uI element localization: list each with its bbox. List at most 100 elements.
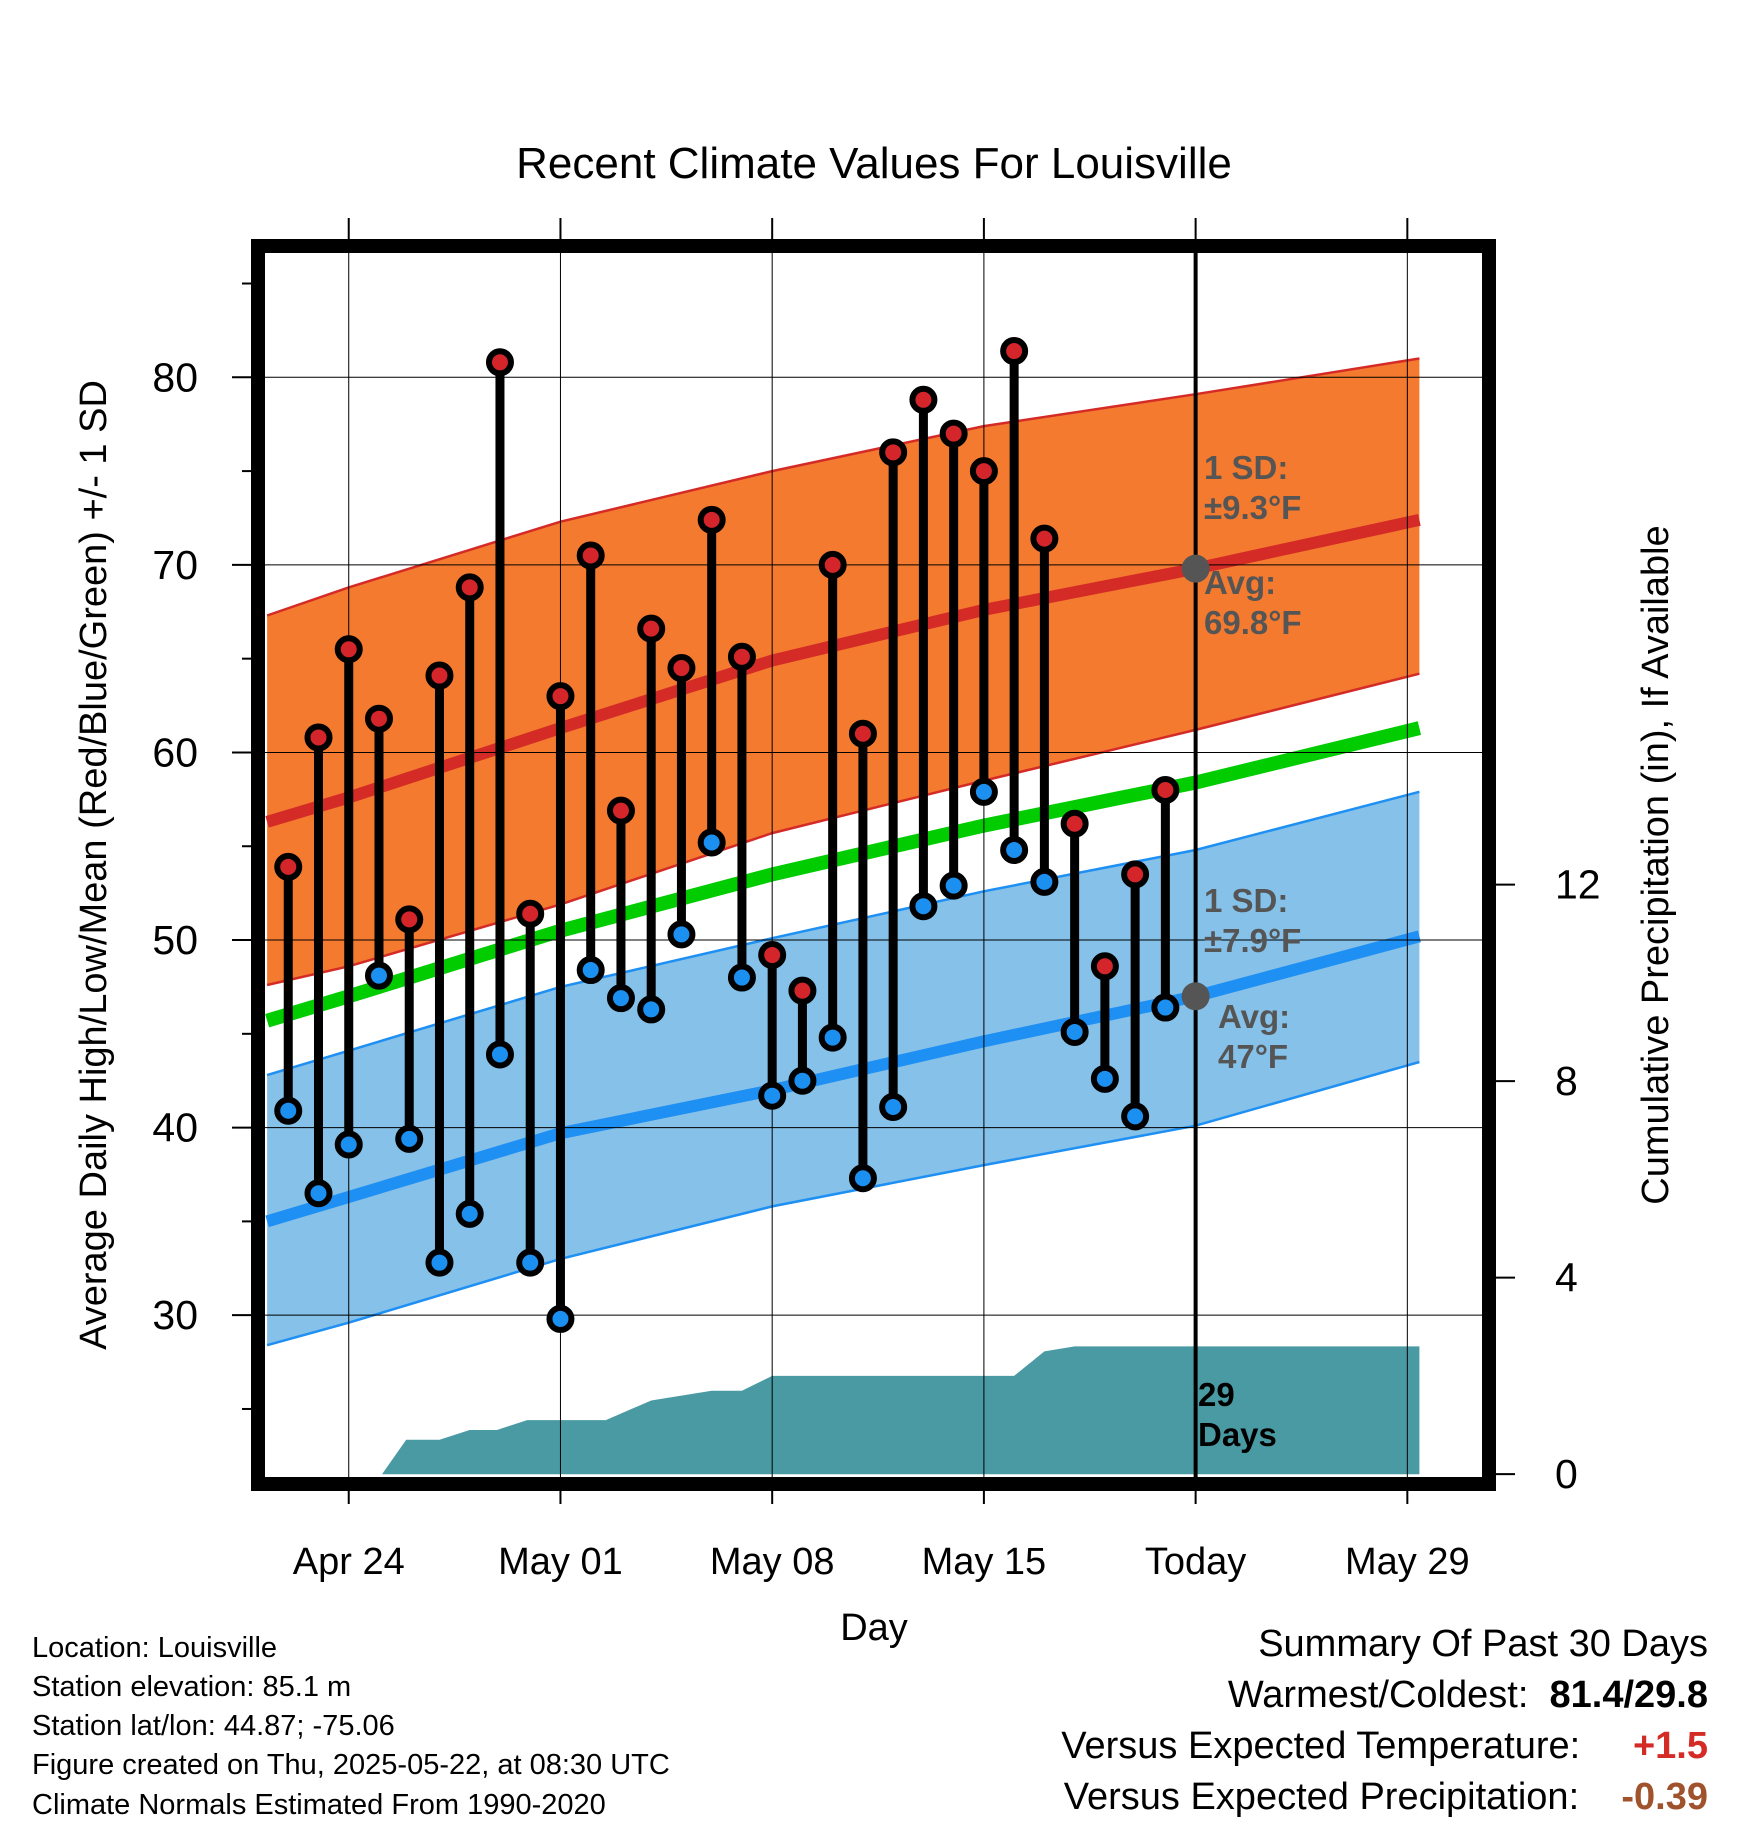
daily-low-point	[969, 777, 998, 806]
daily-low-point	[788, 1066, 817, 1095]
low-sd-annotation: 1 SD: ±7.9°F	[1204, 882, 1301, 959]
daily-high-point	[334, 635, 363, 664]
daily-low-point	[939, 871, 968, 900]
daily-low-point	[1121, 1102, 1150, 1131]
daily-low-point	[697, 828, 726, 857]
low-sd-annotation-line: ±7.9°F	[1204, 922, 1301, 959]
y-right-tick-label: 0	[1555, 1451, 1578, 1497]
daily-low-point	[667, 920, 696, 949]
y-left-tick-label: 30	[152, 1292, 198, 1338]
info-created: Figure created on Thu, 2025-05-22, at 08…	[32, 1749, 670, 1781]
daily-low-point	[274, 1096, 303, 1125]
daily-high-point	[637, 614, 666, 643]
daily-high-point	[485, 348, 514, 377]
x-tick-label: Today	[1145, 1541, 1246, 1583]
x-tick-label: Apr 24	[293, 1541, 405, 1583]
info-elevation: Station elevation: 85.1 m	[32, 1671, 352, 1703]
daily-low-point	[1151, 993, 1180, 1022]
days-annotation-line: 29	[1198, 1376, 1235, 1413]
low-avg-annotation: Avg: 47°F	[1218, 998, 1290, 1075]
daily-low-point	[637, 995, 666, 1024]
low-sd-annotation-line: 1 SD:	[1204, 882, 1288, 919]
x-tick-label: May 15	[922, 1541, 1047, 1583]
low-avg-annotation-line: Avg:	[1218, 998, 1290, 1035]
daily-high-point	[1000, 337, 1029, 366]
daily-low-point	[1000, 835, 1029, 864]
summary-warm-cold-value: 81.4/29.8	[1549, 1674, 1708, 1716]
days-annotation-line: Days	[1198, 1416, 1277, 1453]
high-avg-annotation: Avg: 69.8°F	[1204, 564, 1302, 641]
daily-high-point	[455, 573, 484, 602]
daily-low-point	[758, 1081, 787, 1110]
daily-high-point	[969, 457, 998, 486]
daily-low-point	[909, 892, 938, 921]
daily-low-point	[727, 963, 756, 992]
daily-high-point	[1151, 775, 1180, 804]
daily-high-point	[1060, 809, 1089, 838]
daily-high-point	[606, 796, 635, 825]
axes: Apr 24 May 01 May 08 May 15 Today May 2930405…	[152, 218, 1601, 1583]
y-right-tick-label: 8	[1555, 1058, 1578, 1104]
high-avg-annotation-line: Avg:	[1204, 564, 1276, 601]
low-avg-annotation-line: 47°F	[1218, 1038, 1288, 1075]
daily-high-point	[879, 438, 908, 467]
daily-high-point	[425, 661, 454, 690]
daily-high-point	[848, 719, 877, 748]
daily-low-point	[364, 961, 393, 990]
daily-low-point	[818, 1023, 847, 1052]
summary-temp-label: Versus Expected Temperature:	[1061, 1725, 1581, 1767]
daily-low-point	[516, 1248, 545, 1277]
daily-high-point	[667, 654, 696, 683]
y-axis-label-right: Cumulative Precipitation (in), If Availa…	[1635, 525, 1677, 1204]
summary-precip: Versus Expected Precipitation: -0.39	[1064, 1778, 1708, 1816]
y-right-tick-label: 4	[1555, 1255, 1578, 1301]
daily-high-point	[395, 905, 424, 934]
daily-low-point	[485, 1040, 514, 1069]
days-annotation: 29 Days	[1198, 1376, 1277, 1453]
today-low-normal-marker	[1181, 982, 1210, 1011]
today-high-normal-marker	[1181, 554, 1210, 583]
daily-low-point	[1030, 867, 1059, 896]
daily-low-point	[576, 956, 605, 985]
x-tick-label: May 01	[498, 1541, 623, 1583]
x-axis-label: Day	[840, 1607, 908, 1649]
daily-low-point	[425, 1248, 454, 1277]
y-axis-label-left: Average Daily High/Low/Mean (Red/Blue/Gr…	[73, 380, 115, 1350]
daily-high-point	[274, 852, 303, 881]
daily-low-point	[848, 1164, 877, 1193]
summary-warm-cold: Warmest/Coldest: 81.4/29.8	[1228, 1676, 1708, 1714]
daily-low-point	[879, 1092, 908, 1121]
y-right-tick-label: 12	[1555, 862, 1601, 908]
info-latlon: Station lat/lon: 44.87; -75.06	[32, 1710, 395, 1742]
summary-title: Summary Of Past 30 Days	[1258, 1623, 1708, 1665]
y-left-tick-label: 80	[152, 354, 198, 400]
y-left-tick-label: 60	[152, 729, 198, 775]
summary-temp-value: +1.5	[1632, 1725, 1708, 1767]
summary-precip-value: -0.39	[1621, 1776, 1708, 1818]
high-avg-annotation-line: 69.8°F	[1204, 604, 1302, 641]
y-left-tick-label: 50	[152, 917, 198, 963]
daily-high-point	[758, 941, 787, 970]
daily-high-point	[546, 682, 575, 711]
daily-low-point	[304, 1179, 333, 1208]
high-sd-annotation: 1 SD: ±9.3°F	[1204, 449, 1301, 526]
chart-title: Recent Climate Values For Louisville	[516, 139, 1232, 188]
daily-high-point	[576, 541, 605, 570]
daily-low-point	[395, 1124, 424, 1153]
daily-low-point	[1090, 1064, 1119, 1093]
high-sd-band	[267, 358, 1420, 985]
daily-low-point	[455, 1199, 484, 1228]
daily-low-point	[546, 1304, 575, 1333]
daily-high-point	[364, 704, 393, 733]
daily-high-point	[818, 550, 847, 579]
high-sd-annotation-line: ±9.3°F	[1204, 489, 1301, 526]
daily-high-point	[1090, 952, 1119, 981]
summary-precip-label: Versus Expected Precipitation:	[1063, 1776, 1580, 1818]
high-sd-annotation-line: 1 SD:	[1204, 449, 1288, 486]
daily-high-point	[1030, 524, 1059, 553]
daily-low-point	[334, 1130, 363, 1159]
daily-high-point	[516, 899, 545, 928]
x-tick-label: May 08	[710, 1541, 835, 1583]
daily-high-point	[788, 976, 817, 1005]
